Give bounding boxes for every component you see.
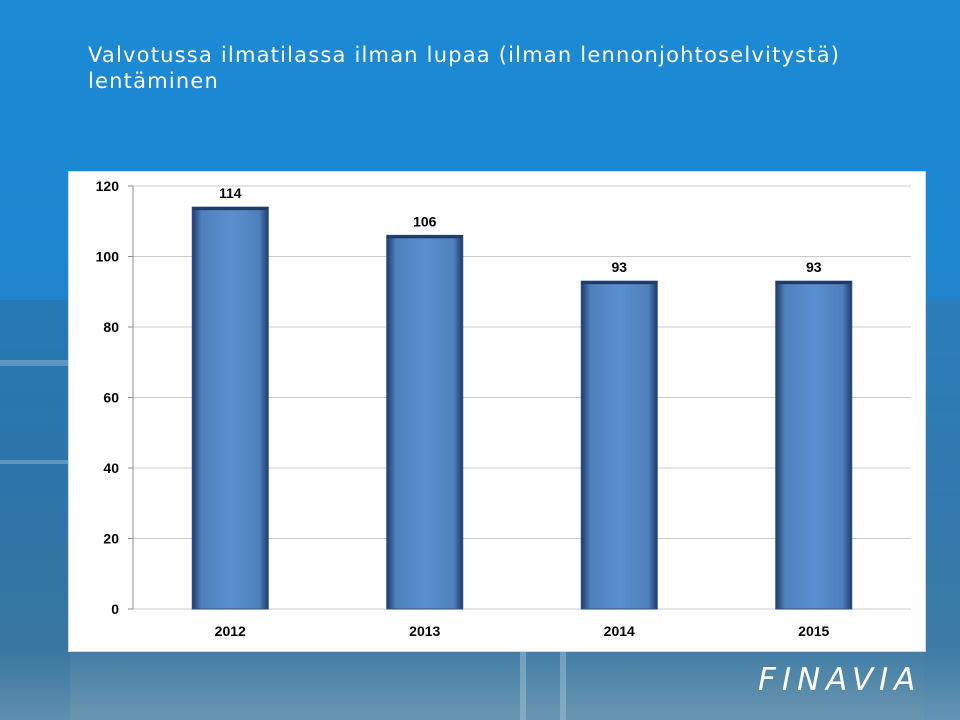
bar bbox=[386, 234, 464, 610]
bar-top-edge bbox=[775, 281, 852, 285]
data-label: 93 bbox=[611, 259, 627, 275]
data-label: 93 bbox=[806, 259, 822, 275]
x-tick-label: 2013 bbox=[409, 623, 440, 639]
slide-title: Valvotussa ilmatilassa ilman lupaa (ilma… bbox=[88, 42, 948, 94]
bar-top-edge bbox=[192, 207, 269, 211]
data-label: 114 bbox=[219, 185, 242, 201]
x-tick-label: 2015 bbox=[798, 623, 829, 639]
chart-panel: 0 20 40 60 80 100 120 114 2012 106 2013 93 2014 93 201… bbox=[68, 171, 926, 652]
y-tick-label: 80 bbox=[103, 319, 119, 335]
y-tick-label: 40 bbox=[103, 460, 119, 476]
slide-title-line-2: lentäminen bbox=[88, 69, 219, 93]
y-tick-label: 60 bbox=[103, 390, 119, 406]
y-tick-label: 20 bbox=[103, 531, 119, 547]
y-tick-label: 120 bbox=[96, 178, 120, 194]
bar-top-edge bbox=[581, 281, 658, 285]
bar bbox=[775, 280, 853, 610]
bar-chart: 0 20 40 60 80 100 120 114 2012 106 2013 93 2014 93 201… bbox=[96, 178, 911, 639]
x-tick-label: 2014 bbox=[604, 623, 635, 639]
bar bbox=[580, 280, 658, 610]
bar bbox=[191, 206, 269, 610]
y-tick-label: 100 bbox=[96, 249, 120, 265]
bar-top-edge bbox=[386, 235, 463, 239]
data-label: 106 bbox=[413, 213, 437, 229]
finavia-logo: FINAVIA bbox=[758, 662, 922, 698]
y-tick-label: 0 bbox=[111, 601, 119, 617]
slide-title-line-1: Valvotussa ilmatilassa ilman lupaa (ilma… bbox=[88, 43, 841, 67]
x-tick-label: 2012 bbox=[215, 623, 246, 639]
